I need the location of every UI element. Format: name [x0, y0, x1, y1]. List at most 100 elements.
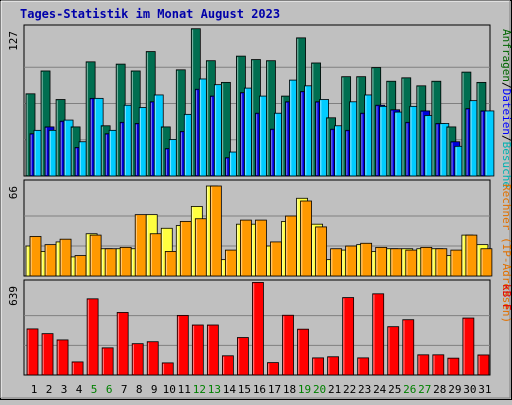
bar-ip_adressen-day-9: [149, 233, 162, 277]
bar-kb_f-day-4: [71, 361, 84, 376]
x-tick-label-day-7: 7: [121, 383, 128, 396]
x-tick-label-day-2: 2: [46, 383, 53, 396]
x-tick-label-day-14: 14: [223, 383, 237, 396]
bar-kb_f-day-13: [206, 324, 219, 376]
bar-kb_f-day-3: [56, 339, 69, 376]
bar-kb_f-day-2: [41, 333, 54, 376]
bar-kb_f-day-22: [342, 297, 355, 376]
x-tick-label-day-6: 6: [106, 383, 113, 396]
x-tick-label-day-18: 18: [283, 383, 296, 396]
legend-entry: Anfragen: [500, 29, 512, 82]
bar-kb_f: [327, 356, 340, 376]
bar-ip_adressen-day-7: [119, 246, 132, 277]
bar-kb_f-day-12: [191, 324, 204, 376]
bar-kb_f-day-6: [101, 347, 114, 376]
x-tick-label-day-5: 5: [91, 383, 98, 396]
bar-kb_f: [26, 328, 39, 376]
bar-ip_adressen-day-4: [74, 255, 87, 277]
bar-kb_f-day-28: [432, 354, 445, 376]
bar-ip_adressen-day-30: [465, 234, 478, 277]
bar-kb_f-day-23: [357, 357, 370, 376]
bar-ip_adressen-day-11: [179, 221, 192, 277]
bar-kb_f: [56, 339, 69, 376]
bar-ip_adressen-day-18: [285, 215, 297, 277]
bar-kb_f-day-21: [327, 356, 340, 376]
bar-kb_f: [477, 354, 490, 376]
bar-kb_f-day-25: [387, 326, 400, 376]
bar-kb_f-day-27: [417, 354, 430, 376]
bar-ip_adressen-day-21: [330, 248, 343, 277]
bar-kb_f: [161, 362, 174, 376]
bar-kb_f: [191, 324, 204, 376]
legend-entry: Besuche: [500, 142, 512, 188]
bar-kb_f-day-7: [116, 312, 129, 376]
x-tick-label-day-19: 19: [298, 383, 311, 396]
bar-kb_f-day-26: [402, 319, 415, 376]
bar-kb_f: [41, 333, 54, 376]
bar-kb_f: [357, 357, 370, 376]
panel-bottom-legend: kB F: [500, 284, 512, 311]
bar-besuche-day-31: [484, 110, 495, 177]
bar-kb_f: [101, 347, 114, 376]
x-tick-label-day-3: 3: [61, 383, 68, 396]
bar-kb_f: [387, 326, 400, 376]
bar-kb_f: [86, 298, 99, 376]
x-tick-label-day-4: 4: [76, 383, 83, 396]
legend-entry: /: [500, 82, 512, 89]
bar-kb_f: [221, 355, 234, 376]
bar-kb_f: [312, 357, 324, 376]
x-tick-label-day-24: 24: [373, 383, 387, 396]
x-tick-label-day-22: 22: [343, 383, 356, 396]
bar-ip_adressen-day-27: [420, 246, 433, 277]
bar-ip_adressen-day-14: [224, 249, 237, 277]
panel-top-legend: Anfragen/Dateien/Besuche: [500, 29, 512, 188]
bar-kb_f: [402, 319, 415, 376]
bar-kb_f: [116, 312, 129, 376]
bar-ip_adressen-day-5: [89, 234, 102, 277]
panel-middle-ymax-label: 66: [7, 186, 20, 199]
bar-kb_f: [342, 297, 355, 376]
bar-ip_adressen-day-8: [134, 214, 147, 277]
x-tick-label-day-1: 1: [31, 383, 38, 396]
bar-kb_f-day-19: [297, 328, 309, 376]
bar-ip_adressen-day-19: [300, 200, 312, 277]
panel-bottom: 639 kB F: [7, 279, 512, 376]
x-tick-label-day-15: 15: [238, 383, 251, 396]
bar-ip_adressen-day-6: [104, 248, 117, 277]
x-tick-label-day-10: 10: [163, 383, 176, 396]
panel-top-ymax-label: 127: [7, 31, 20, 51]
bar-kb_f: [282, 314, 294, 376]
bar-ip_adressen-day-29: [450, 249, 463, 277]
x-tick-label-day-17: 17: [268, 383, 281, 396]
bar-ip_adressen-day-10: [164, 251, 177, 277]
bar-kb_f: [372, 293, 385, 376]
bar-kb_f: [432, 354, 445, 376]
x-tick-label-day-23: 23: [358, 383, 371, 396]
x-tick-label-day-30: 30: [463, 383, 476, 396]
x-axis-labels: 1 2 3 4 5 6 7 8 9 10 11 12 13 14 15 16 17 18 19 20 21 22 23 24 2…: [31, 383, 492, 396]
bar-kb_f: [462, 317, 475, 376]
x-tick-label-day-12: 12: [193, 383, 206, 396]
bar-ip_adressen: [209, 185, 222, 277]
x-tick-label-day-29: 29: [448, 383, 461, 396]
bar-kb_f-day-1: [26, 328, 39, 376]
bar-ip_adressen-day-17: [270, 241, 282, 277]
bar-ip_adressen: [315, 226, 327, 277]
x-tick-label-day-27: 27: [418, 383, 431, 396]
legend-entry: kB F: [500, 284, 512, 311]
x-tick-label-day-28: 28: [433, 383, 446, 396]
x-tick-label-day-11: 11: [178, 383, 191, 396]
bar-kb_f: [176, 314, 189, 376]
bar-kb_f-day-20: [312, 357, 324, 376]
panel-middle-legend: Rechner (IP-Adressen): [500, 184, 512, 323]
bar-kb_f-day-31: [477, 354, 490, 376]
legend-entry: Rechner (IP-Adressen): [500, 184, 512, 323]
x-tick-label-day-20: 20: [313, 383, 326, 396]
bar-kb_f: [252, 282, 264, 376]
panel-top: 127 Anfragen/Dateien/Besuche: [7, 24, 512, 188]
x-tick-label-day-21: 21: [328, 383, 341, 396]
x-tick-label-day-16: 16: [253, 383, 266, 396]
